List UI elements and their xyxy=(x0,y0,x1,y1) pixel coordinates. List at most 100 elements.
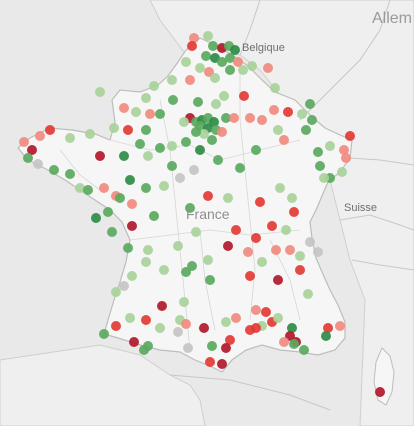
map-marker[interactable] xyxy=(217,359,227,369)
map-marker[interactable] xyxy=(157,301,167,311)
map-marker[interactable] xyxy=(141,257,151,267)
map-marker[interactable] xyxy=(203,31,213,41)
map-marker[interactable] xyxy=(239,91,249,101)
map-marker[interactable] xyxy=(127,221,137,231)
map-marker[interactable] xyxy=(223,241,233,251)
map-marker[interactable] xyxy=(337,167,347,177)
map-marker[interactable] xyxy=(203,191,213,201)
map-marker[interactable] xyxy=(179,117,189,127)
map-marker[interactable] xyxy=(155,143,165,153)
map-marker[interactable] xyxy=(187,41,197,51)
map-marker[interactable] xyxy=(189,33,199,43)
map-marker[interactable] xyxy=(231,225,241,235)
map-marker[interactable] xyxy=(269,105,279,115)
map-marker[interactable] xyxy=(185,75,195,85)
map-marker[interactable] xyxy=(297,109,307,119)
map-marker[interactable] xyxy=(235,163,245,173)
map-marker[interactable] xyxy=(119,151,129,161)
map-marker[interactable] xyxy=(273,313,283,323)
map-marker[interactable] xyxy=(107,227,117,237)
map-marker[interactable] xyxy=(127,271,137,281)
map-marker[interactable] xyxy=(141,125,151,135)
map-marker[interactable] xyxy=(325,141,335,151)
map-marker[interactable] xyxy=(199,129,209,139)
map-marker[interactable] xyxy=(187,261,197,271)
map-marker[interactable] xyxy=(289,339,299,349)
map-marker[interactable] xyxy=(181,319,191,329)
map-marker[interactable] xyxy=(247,61,257,71)
map-marker[interactable] xyxy=(19,137,29,147)
map-marker[interactable] xyxy=(207,135,217,145)
map-marker[interactable] xyxy=(185,203,195,213)
map-marker[interactable] xyxy=(27,145,37,155)
map-marker[interactable] xyxy=(123,125,133,135)
map-marker[interactable] xyxy=(175,173,185,183)
map-marker[interactable] xyxy=(213,155,223,165)
map-marker[interactable] xyxy=(251,305,261,315)
map-marker[interactable] xyxy=(251,323,261,333)
map-marker[interactable] xyxy=(285,245,295,255)
map-marker[interactable] xyxy=(257,257,267,267)
map-marker[interactable] xyxy=(129,337,139,347)
map-marker[interactable] xyxy=(139,345,149,355)
map-marker[interactable] xyxy=(295,251,305,261)
map-marker[interactable] xyxy=(225,65,235,75)
map-marker[interactable] xyxy=(295,265,305,275)
map-marker[interactable] xyxy=(35,131,45,141)
map-marker[interactable] xyxy=(199,323,209,333)
map-marker[interactable] xyxy=(95,87,105,97)
map-marker[interactable] xyxy=(229,113,239,123)
map-marker[interactable] xyxy=(271,245,281,255)
map-marker[interactable] xyxy=(173,241,183,251)
map-marker[interactable] xyxy=(219,91,229,101)
map-marker[interactable] xyxy=(167,141,177,151)
map-marker[interactable] xyxy=(270,83,280,93)
map-marker[interactable] xyxy=(279,135,289,145)
map-marker[interactable] xyxy=(243,247,253,257)
map-marker[interactable] xyxy=(179,297,189,307)
map-marker[interactable] xyxy=(159,181,169,191)
map-marker[interactable] xyxy=(281,225,291,235)
map-marker[interactable] xyxy=(111,321,121,331)
map-marker[interactable] xyxy=(251,145,261,155)
map-marker[interactable] xyxy=(141,315,151,325)
map-marker[interactable] xyxy=(321,331,331,341)
map-marker[interactable] xyxy=(131,107,141,117)
map-marker[interactable] xyxy=(49,165,59,175)
map-marker[interactable] xyxy=(299,345,309,355)
map-marker[interactable] xyxy=(91,213,101,223)
map-marker[interactable] xyxy=(263,63,273,73)
map-marker[interactable] xyxy=(305,237,315,247)
map-marker[interactable] xyxy=(375,387,385,397)
map-marker[interactable] xyxy=(273,275,283,285)
map-marker[interactable] xyxy=(217,127,227,137)
map-marker[interactable] xyxy=(230,45,240,55)
map-marker[interactable] xyxy=(85,129,95,139)
map-marker[interactable] xyxy=(159,265,169,275)
map-marker[interactable] xyxy=(119,103,129,113)
map-marker[interactable] xyxy=(225,53,235,63)
map-marker[interactable] xyxy=(167,75,177,85)
map-marker[interactable] xyxy=(201,51,211,61)
map-marker[interactable] xyxy=(195,63,205,73)
map-marker[interactable] xyxy=(231,313,241,323)
map-marker[interactable] xyxy=(335,321,345,331)
map-marker[interactable] xyxy=(303,289,313,299)
map-marker[interactable] xyxy=(301,125,311,135)
map-marker[interactable] xyxy=(210,73,220,83)
map-marker[interactable] xyxy=(149,211,159,221)
map-marker[interactable] xyxy=(245,113,255,123)
map-marker[interactable] xyxy=(208,41,218,51)
map-marker[interactable] xyxy=(305,99,315,109)
map-marker[interactable] xyxy=(279,337,289,347)
map-marker[interactable] xyxy=(125,313,135,323)
map-marker[interactable] xyxy=(273,125,283,135)
map-marker[interactable] xyxy=(33,159,43,169)
map-marker[interactable] xyxy=(127,199,137,209)
map-marker[interactable] xyxy=(75,183,85,193)
map-marker[interactable] xyxy=(289,207,299,217)
map-marker[interactable] xyxy=(109,123,119,133)
map-marker[interactable] xyxy=(45,125,55,135)
map-marker[interactable] xyxy=(257,115,267,125)
map-marker[interactable] xyxy=(183,343,193,353)
